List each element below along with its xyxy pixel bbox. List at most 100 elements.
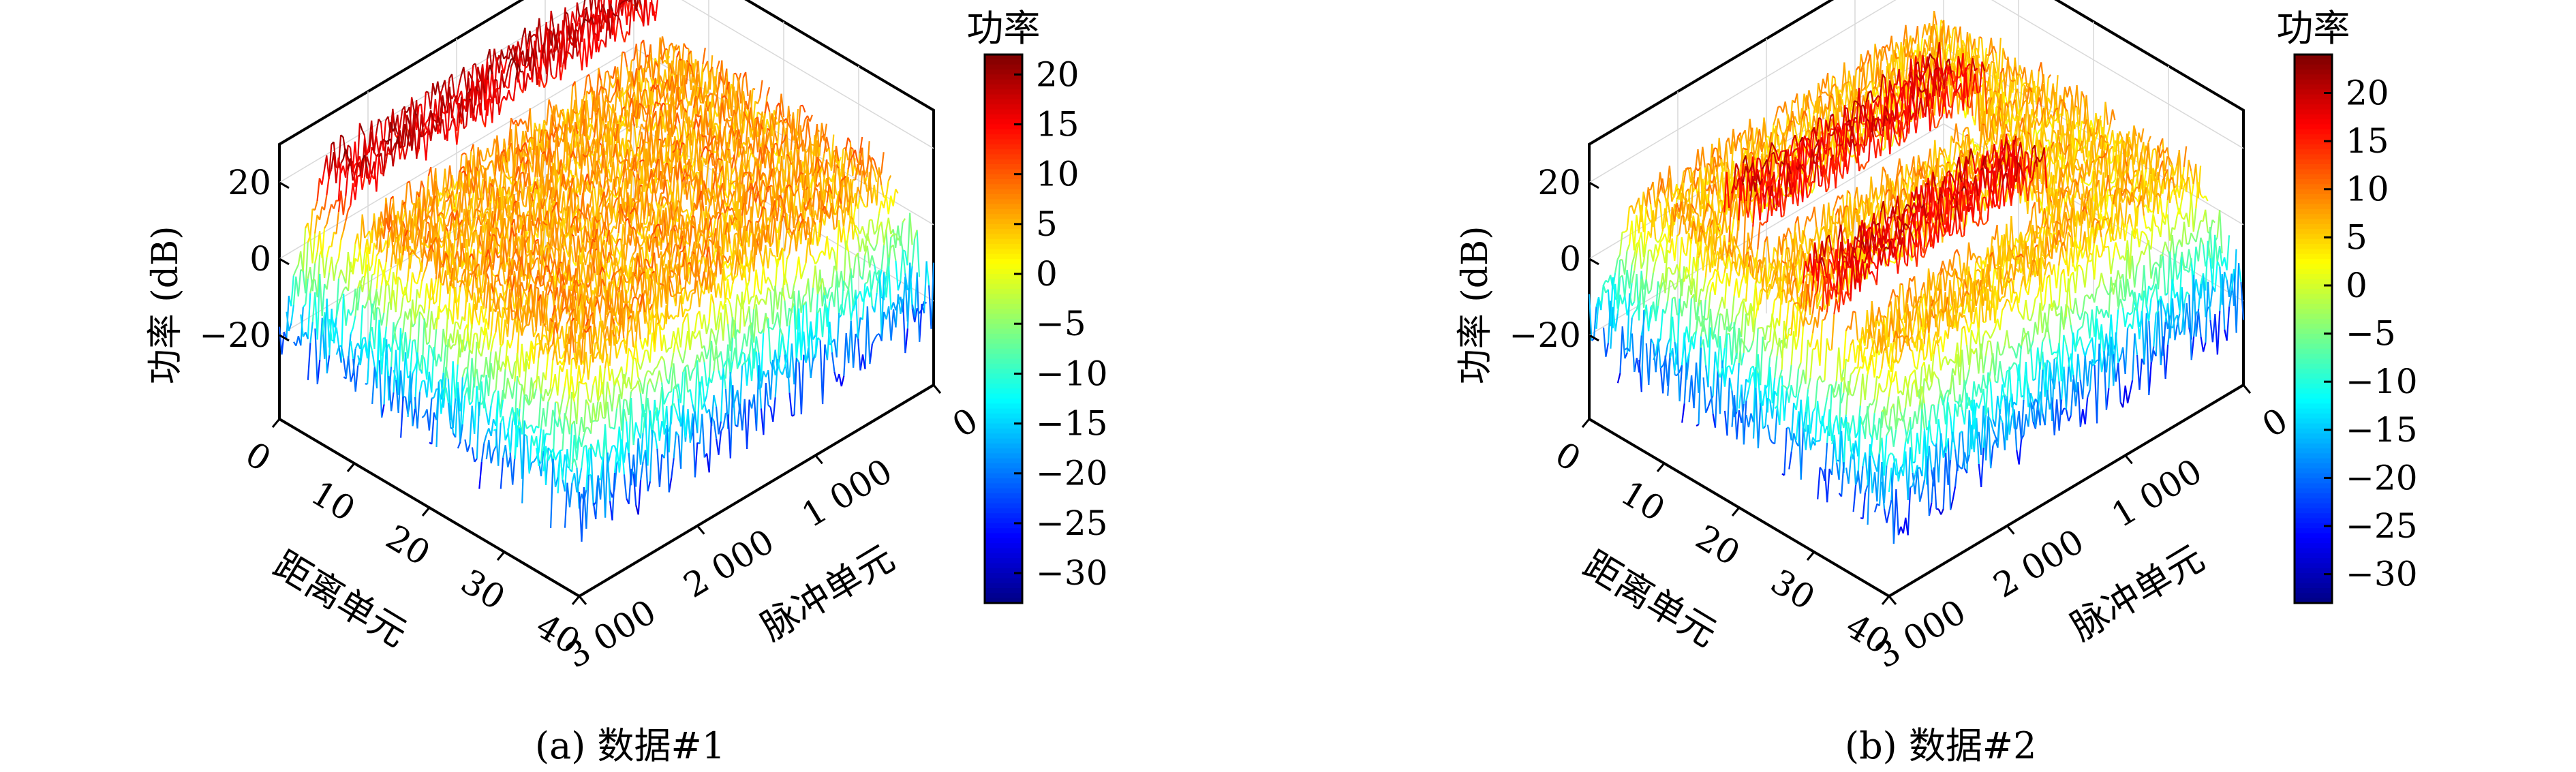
- mesh-segment: [442, 187, 446, 197]
- mesh-segment: [724, 221, 729, 253]
- mesh-segment: [515, 148, 519, 176]
- mesh-segment: [620, 275, 625, 303]
- mesh-segment: [512, 412, 516, 421]
- mesh-segment: [375, 218, 380, 250]
- mesh-segment: [588, 124, 593, 140]
- mesh-segment: [660, 209, 664, 226]
- mesh-segment: [624, 205, 629, 219]
- mesh-segment: [549, 245, 553, 249]
- mesh-segment: [354, 162, 358, 174]
- mesh-segment: [335, 212, 339, 234]
- mesh-segment: [466, 387, 471, 405]
- mesh-segment: [479, 70, 484, 100]
- mesh-segment: [446, 215, 451, 227]
- mesh-segment: [555, 202, 560, 218]
- mesh-segment: [674, 206, 679, 213]
- mesh-segment: [416, 256, 420, 260]
- mesh-segment: [692, 95, 697, 108]
- mesh-segment: [521, 256, 525, 276]
- mesh-segment: [581, 23, 585, 42]
- mesh-segment: [610, 123, 614, 146]
- mesh-segment: [494, 188, 498, 217]
- mesh-segment: [577, 161, 581, 169]
- mesh-segment: [309, 279, 313, 294]
- mesh-segment: [579, 174, 583, 196]
- mesh-segment: [676, 50, 680, 58]
- mesh-segment: [388, 267, 392, 281]
- mesh-segment: [538, 376, 542, 395]
- mesh-segment: [347, 262, 352, 292]
- mesh-segment: [716, 149, 721, 172]
- mesh-segment: [368, 120, 373, 145]
- mesh-segment: [833, 145, 838, 174]
- mesh-segment: [546, 99, 550, 126]
- mesh-segment: [769, 168, 773, 180]
- mesh-segment: [491, 179, 496, 202]
- mesh-segment: [453, 118, 458, 145]
- mesh-segment: [326, 246, 331, 258]
- mesh-segment: [425, 230, 430, 244]
- mesh-segment: [723, 68, 728, 85]
- mesh-segment: [646, 191, 650, 217]
- mesh-segment: [368, 132, 373, 153]
- mesh-segment: [640, 40, 645, 44]
- mesh-segment: [582, 262, 587, 281]
- mesh-segment: [487, 88, 491, 116]
- mesh-segment: [559, 311, 563, 322]
- mesh-segment: [431, 412, 435, 444]
- mesh-segment: [505, 45, 510, 62]
- mesh-segment: [714, 125, 718, 140]
- mesh-segment: [600, 4, 604, 13]
- mesh-segment: [690, 121, 694, 139]
- mesh-segment: [607, 75, 611, 102]
- mesh-segment: [633, 68, 638, 87]
- mesh-segment: [449, 195, 453, 212]
- mesh-segment: [335, 258, 340, 265]
- mesh-segment: [734, 232, 737, 235]
- mesh-segment: [702, 81, 707, 102]
- mesh-segment: [562, 162, 567, 173]
- mesh-segment: [387, 232, 392, 249]
- mesh-segment: [461, 268, 465, 277]
- mesh-segment: [342, 165, 347, 178]
- mesh-segment: [676, 102, 680, 110]
- mesh-segment: [712, 228, 717, 245]
- mesh-segment: [585, 38, 590, 67]
- mesh-segment: [431, 347, 435, 393]
- mesh-segment: [729, 119, 733, 122]
- mesh-segment: [636, 82, 640, 117]
- mesh-segment: [641, 99, 645, 121]
- mesh-segment: [428, 311, 433, 343]
- mesh-segment: [508, 195, 512, 198]
- mesh-segment: [807, 138, 811, 168]
- mesh-segment: [545, 326, 549, 345]
- mesh-segment: [335, 346, 340, 355]
- mesh-segment: [646, 221, 650, 232]
- mesh-segment: [785, 134, 790, 172]
- mesh-segment: [698, 230, 703, 241]
- mesh-segment: [643, 78, 647, 107]
- mesh-segment: [566, 318, 570, 324]
- mesh-segment: [451, 190, 456, 207]
- mesh-segment: [602, 123, 607, 136]
- mesh-segment: [628, 0, 632, 35]
- mesh-segment: [489, 98, 493, 123]
- mesh-segment: [719, 165, 724, 172]
- mesh-segment: [487, 183, 491, 208]
- mesh-segment: [598, 168, 602, 174]
- mesh-segment: [717, 172, 721, 183]
- mesh-segment: [352, 358, 356, 392]
- mesh-segment: [655, 204, 660, 228]
- mesh-segment: [395, 350, 399, 395]
- mesh-segment: [463, 268, 468, 290]
- mesh-segment: [506, 176, 510, 180]
- mesh-segment: [608, 230, 613, 256]
- mesh-segment: [433, 236, 437, 243]
- mesh-segment: [459, 279, 463, 288]
- mesh-segment: [554, 287, 558, 301]
- mesh-segment: [589, 0, 592, 13]
- mesh-segment: [672, 264, 677, 277]
- mesh-segment: [408, 128, 413, 151]
- mesh-segment: [459, 316, 463, 330]
- mesh-segment: [461, 96, 465, 129]
